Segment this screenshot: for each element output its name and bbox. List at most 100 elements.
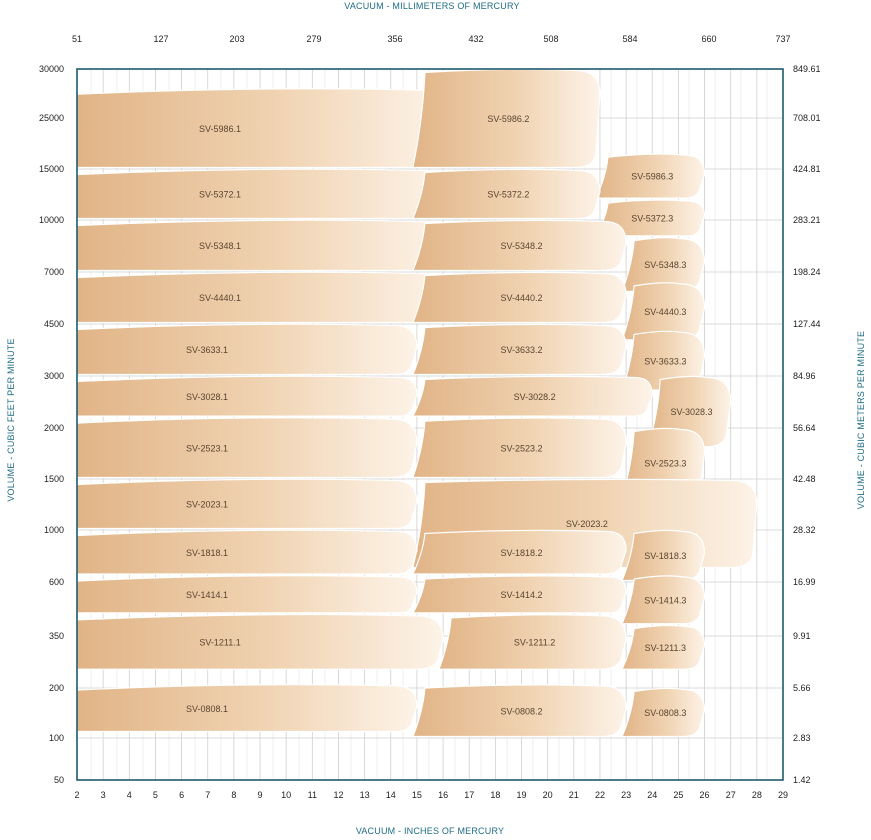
- y-tick-left: 50: [54, 775, 64, 785]
- band-label: SV-3028.1: [186, 392, 228, 402]
- band-label: SV-3028.2: [514, 392, 556, 402]
- band-label: SV-5348.2: [500, 241, 542, 251]
- y-tick-left: 10000: [39, 215, 64, 225]
- y-tick-right: 2.83: [793, 733, 811, 743]
- y-tick-left: 600: [49, 577, 64, 587]
- band-label: SV-0808.1: [186, 704, 228, 714]
- x-tick-bottom: 28: [752, 790, 762, 800]
- band-label: SV-1414.2: [500, 590, 542, 600]
- band-label: SV-2023.2: [566, 519, 608, 529]
- band-sv-5348-3: [621, 237, 706, 292]
- x-tick-bottom: 18: [490, 790, 500, 800]
- y-tick-left: 100: [49, 733, 64, 743]
- band-label: SV-4440.1: [199, 293, 241, 303]
- band-label: SV-5986.2: [487, 114, 529, 124]
- band-sv-3633-1: [76, 323, 418, 376]
- y-tick-left: 350: [49, 631, 64, 641]
- x-tick-bottom: 8: [231, 790, 236, 800]
- band-sv-0808-3: [621, 687, 706, 738]
- y-tick-right: 84.96: [793, 371, 816, 381]
- top-axis-title: VACUUM - MILLIMETERS OF MERCURY: [344, 1, 519, 11]
- y-tick-left: 7000: [44, 267, 64, 277]
- band-label: SV-5372.1: [199, 190, 241, 200]
- band-label: SV-1211.2: [514, 638, 555, 648]
- band-sv-3633-3: [621, 330, 706, 391]
- band-sv-1211-3: [621, 624, 706, 670]
- band-label: SV-3633.1: [186, 345, 228, 355]
- y-tick-right: 849.61: [793, 64, 821, 74]
- band-sv-1818-2: [411, 529, 627, 575]
- y-tick-right: 708.01: [793, 113, 821, 123]
- band-sv-1414-3: [621, 575, 706, 625]
- bottom-axis-title: VACUUM - INCHES OF MERCURY: [356, 826, 504, 836]
- band-label: SV-3633.2: [500, 345, 542, 355]
- band-label: SV-0808.3: [644, 708, 686, 718]
- x-tick-bottom: 9: [258, 790, 263, 800]
- y-tick-left: 3000: [44, 371, 64, 381]
- band-label: SV-3028.3: [670, 407, 712, 417]
- y-tick-right: 28.32: [793, 525, 816, 535]
- x-tick-bottom: 2: [74, 790, 79, 800]
- band-sv-1211-2: [438, 614, 627, 670]
- x-tick-top: 127: [153, 34, 168, 44]
- y-tick-right: 127.44: [793, 319, 821, 329]
- band-sv-5348-2: [412, 219, 627, 272]
- band-label: SV-3633.3: [644, 356, 686, 366]
- x-tick-bottom: 14: [386, 790, 396, 800]
- x-tick-top: 279: [306, 34, 321, 44]
- y-tick-right: 56.64: [793, 423, 816, 433]
- x-tick-bottom: 15: [412, 790, 422, 800]
- band-sv-2523-2: [412, 417, 627, 479]
- x-tick-bottom: 25: [673, 790, 683, 800]
- band-label: SV-4440.2: [500, 293, 542, 303]
- band-sv-4440-1: [76, 271, 444, 324]
- x-tick-bottom: 5: [153, 790, 158, 800]
- band-sv-4440-3: [621, 282, 706, 341]
- y-tick-left: 4500: [44, 319, 64, 329]
- band-label: SV-5372.2: [487, 190, 529, 200]
- band-sv-0808-1: [76, 684, 418, 733]
- y-tick-left: 25000: [39, 113, 64, 123]
- x-tick-bottom: 3: [101, 790, 106, 800]
- band-label: SV-5348.1: [199, 241, 241, 251]
- y-tick-right: 424.81: [793, 164, 821, 174]
- left-axis-title: VOLUME - CUBIC FEET PER MINUTE: [6, 338, 16, 501]
- x-tick-top: 584: [622, 34, 637, 44]
- band-label: SV-1818.3: [644, 551, 686, 561]
- band-label: SV-5986.1: [199, 124, 241, 134]
- band-label: SV-1818.2: [500, 548, 542, 558]
- band-label: SV-2023.1: [186, 500, 228, 510]
- x-tick-bottom: 10: [281, 790, 291, 800]
- band-sv-3633-2: [412, 323, 627, 376]
- y-tick-right: 9.91: [793, 631, 811, 641]
- band-label: SV-1414.1: [186, 590, 228, 600]
- x-tick-top: 356: [387, 34, 402, 44]
- x-tick-bottom: 20: [543, 790, 553, 800]
- y-tick-left: 1500: [44, 474, 64, 484]
- y-tick-left: 15000: [39, 164, 64, 174]
- band-sv-2523-1: [76, 417, 418, 479]
- x-tick-bottom: 19: [517, 790, 527, 800]
- chart-ticks: 2 3 4 5 6 7 8 9 10 11 12 13 14 15 16 17 18 19 20 21 22 23 24 25…: [39, 34, 821, 800]
- band-sv-1414-1: [76, 575, 418, 614]
- band-label: SV-2523.2: [500, 443, 542, 453]
- band-sv-5986-1: [76, 88, 444, 169]
- band-sv-5372-1: [76, 168, 444, 220]
- x-tick-bottom: 6: [179, 790, 184, 800]
- y-tick-left: 30000: [39, 64, 64, 74]
- band-label: SV-1414.3: [644, 595, 686, 605]
- y-tick-right: 42.48: [793, 474, 816, 484]
- x-tick-top: 203: [229, 34, 244, 44]
- band-label: SV-2523.3: [644, 459, 686, 469]
- band-sv-5348-1: [76, 219, 444, 272]
- band-label: SV-1211.3: [645, 643, 686, 653]
- band-sv-5372-2: [412, 168, 601, 220]
- band-label: SV-1211.1: [199, 638, 240, 648]
- y-tick-right: 16.99: [793, 577, 816, 587]
- x-tick-bottom: 29: [778, 790, 788, 800]
- y-tick-right: 1.42: [793, 775, 811, 785]
- band-label: SV-4440.3: [644, 307, 686, 317]
- band-label: SV-2523.1: [186, 443, 228, 453]
- x-tick-top: 432: [468, 34, 483, 44]
